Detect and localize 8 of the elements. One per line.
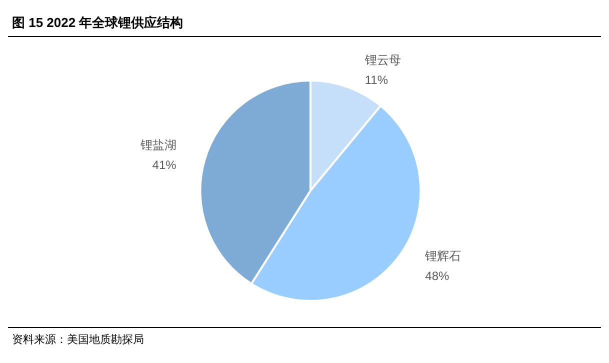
data-label: 11% xyxy=(364,73,388,88)
slice-label: 锂辉石 xyxy=(424,249,462,264)
slice-label: 锂云母 xyxy=(364,53,401,68)
data-label: 41% xyxy=(152,158,177,172)
data-label: 48% xyxy=(425,269,450,284)
slice-label: 锂盐湖 xyxy=(139,138,176,152)
text: 资料来源：美国地质勘探局 xyxy=(8,327,601,347)
chart-title: 图 15 2022 年全球锂供应结构 xyxy=(8,8,601,37)
